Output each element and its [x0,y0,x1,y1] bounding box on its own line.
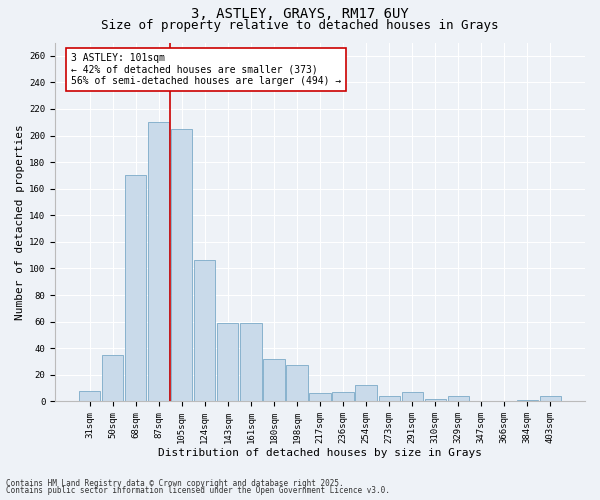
Bar [355,386,377,402]
Bar [263,359,284,402]
Bar [241,323,262,402]
Bar [102,355,124,402]
Bar [194,260,215,402]
Bar [332,392,353,402]
Bar [171,129,193,402]
Text: 3, ASTLEY, GRAYS, RM17 6UY: 3, ASTLEY, GRAYS, RM17 6UY [191,8,409,22]
Text: Contains HM Land Registry data © Crown copyright and database right 2025.: Contains HM Land Registry data © Crown c… [6,478,344,488]
Bar [148,122,169,402]
Bar [310,394,331,402]
X-axis label: Distribution of detached houses by size in Grays: Distribution of detached houses by size … [158,448,482,458]
Text: Size of property relative to detached houses in Grays: Size of property relative to detached ho… [101,19,499,32]
Bar [379,396,400,402]
Bar [401,392,423,402]
Bar [425,398,446,402]
Text: Contains public sector information licensed under the Open Government Licence v3: Contains public sector information licen… [6,486,390,495]
Text: 3 ASTLEY: 101sqm
← 42% of detached houses are smaller (373)
56% of semi-detached: 3 ASTLEY: 101sqm ← 42% of detached house… [71,54,341,86]
Bar [286,366,308,402]
Bar [517,400,538,402]
Bar [448,396,469,402]
Y-axis label: Number of detached properties: Number of detached properties [15,124,25,320]
Bar [217,323,238,402]
Bar [125,176,146,402]
Bar [540,396,561,402]
Bar [79,390,100,402]
